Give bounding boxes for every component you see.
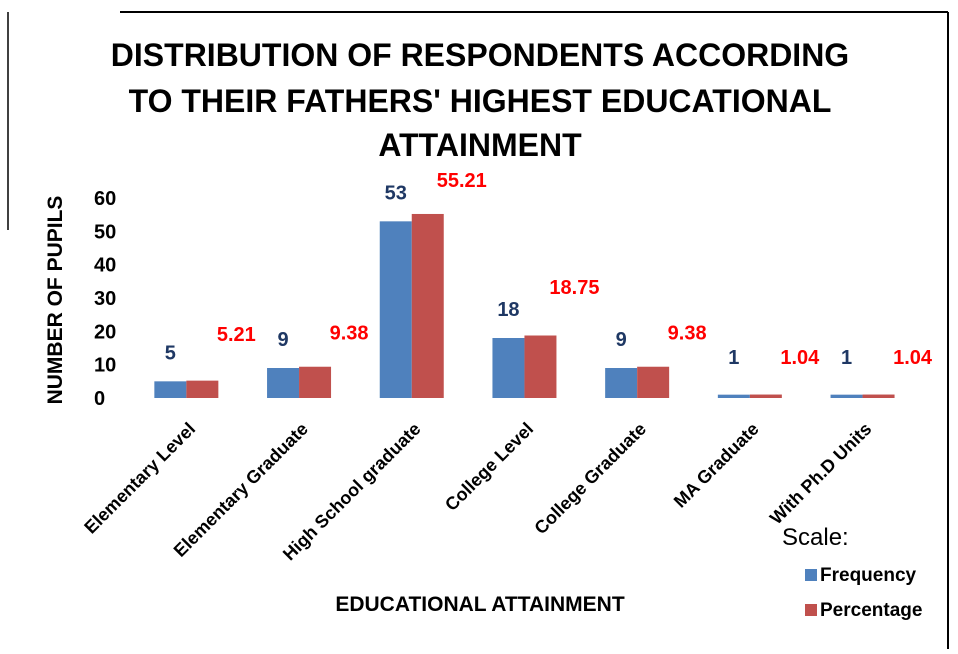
- data-label-percentage-1: 9.38: [330, 323, 369, 345]
- bar-percentage-4: [637, 366, 670, 398]
- data-label-percentage-0: 5.21: [217, 324, 256, 346]
- bar-frequency-2: [379, 221, 412, 398]
- data-label-frequency-4: 9: [616, 329, 627, 351]
- data-label-percentage-5: 1.04: [780, 347, 820, 369]
- bar-frequency-3: [492, 338, 525, 398]
- bar-percentage-2: [411, 213, 444, 398]
- bar-percentage-0: [186, 380, 219, 398]
- legend: Scale: Frequency Percentage: [782, 524, 922, 621]
- bar-percentage-1: [299, 366, 332, 398]
- y-tick-label: 30: [94, 288, 116, 310]
- x-tick-label: With Ph.D Units: [766, 419, 875, 528]
- y-axis-label: NUMBER OF PUPILS: [44, 196, 67, 405]
- legend-label-percentage: Percentage: [820, 600, 922, 621]
- bar-frequency-4: [605, 368, 638, 398]
- data-label-percentage-3: 18.75: [549, 277, 599, 299]
- data-label-frequency-6: 1: [841, 347, 852, 369]
- bar-percentage-5: [749, 394, 782, 398]
- y-tick-label: 0: [94, 388, 105, 410]
- legend-swatch-percentage: [805, 604, 817, 616]
- bar-frequency-1: [267, 368, 300, 398]
- x-tick-label: Elementary Level: [80, 419, 199, 538]
- bar-percentage-3: [524, 335, 557, 398]
- chart-title-line-3: ATTAINMENT: [378, 127, 582, 163]
- chart-title-line-1: DISTRIBUTION OF RESPONDENTS ACCORDING: [111, 37, 849, 73]
- y-tick-label: 60: [94, 188, 116, 210]
- y-tick-label: 20: [94, 321, 116, 343]
- data-label-frequency-3: 18: [497, 299, 519, 321]
- x-axis-label: EDUCATIONAL ATTAINMENT: [335, 593, 624, 616]
- data-label-percentage-4: 9.38: [668, 323, 707, 345]
- legend-label-frequency: Frequency: [820, 565, 917, 586]
- data-label-frequency-2: 53: [385, 182, 407, 204]
- data-label-frequency-5: 1: [728, 347, 739, 369]
- data-label-frequency-0: 5: [165, 342, 176, 364]
- legend-title: Scale:: [782, 524, 849, 551]
- bar-frequency-0: [154, 381, 187, 398]
- data-label-percentage-6: 1.04: [893, 347, 933, 369]
- x-tick-label: College Graduate: [530, 419, 650, 539]
- data-label-percentage-2: 55.21: [437, 170, 487, 192]
- x-tick-label: College Level: [441, 419, 537, 515]
- bar-percentage-6: [862, 394, 895, 398]
- bar-frequency-5: [717, 394, 750, 398]
- y-tick-label: 50: [94, 221, 116, 243]
- data-label-frequency-1: 9: [277, 329, 288, 351]
- legend-swatch-frequency: [805, 569, 817, 581]
- y-tick-label: 40: [94, 255, 116, 277]
- chart-title-line-2: TO THEIR FATHERS' HIGHEST EDUCATIONAL: [129, 83, 832, 119]
- x-tick-label: MA Graduate: [670, 419, 763, 512]
- bar-frequency-6: [830, 394, 863, 398]
- y-tick-label: 10: [94, 355, 116, 377]
